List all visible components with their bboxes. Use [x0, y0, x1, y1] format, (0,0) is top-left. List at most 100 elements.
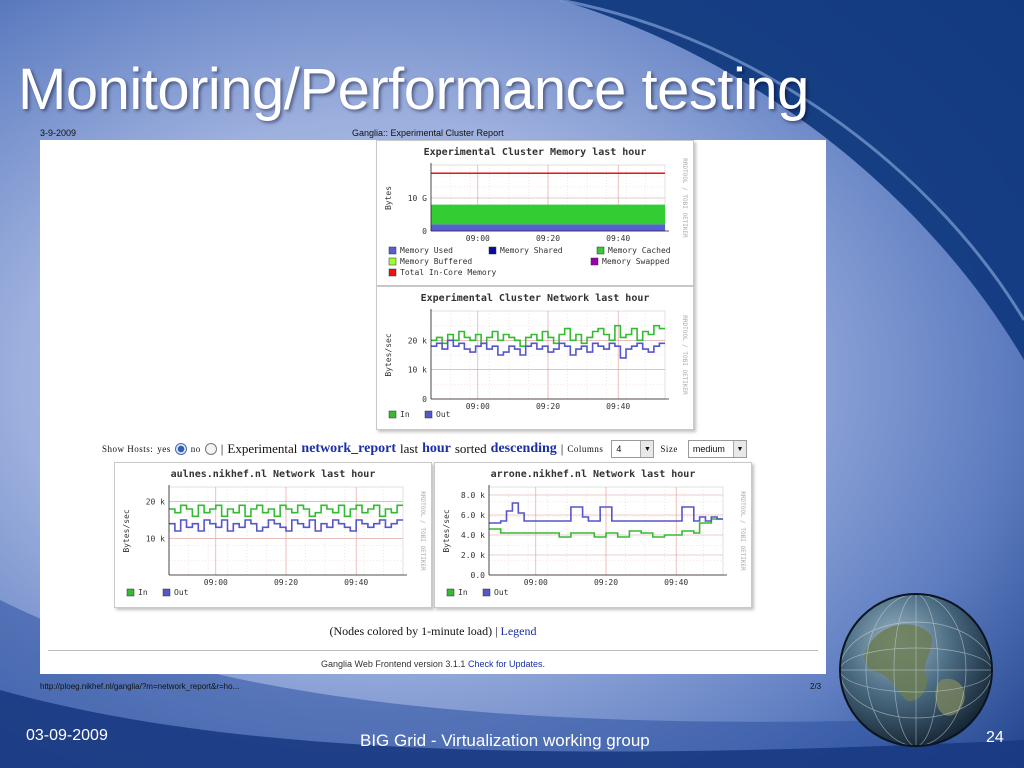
print-page-number: 2/3: [810, 682, 822, 691]
series-line-in: [431, 324, 665, 347]
y-tick-label: 20 k: [408, 336, 427, 345]
legend-link[interactable]: Legend: [500, 624, 537, 638]
y-tick-label: 10 G: [408, 194, 427, 203]
cluster-memory-graph[interactable]: Experimental Cluster Memory last hour Byt…: [376, 140, 694, 286]
graph-title: aulnes.nikhef.nl Network last hour: [171, 468, 376, 480]
legend-swatch: [388, 246, 397, 255]
x-tick-label: 09:00: [466, 402, 490, 411]
nodes-note: (Nodes colored by 1-minute load) | Legen…: [40, 624, 826, 639]
print-url: http://ploeg.nikhef.nl/ganglia/?m=networ…: [40, 682, 240, 691]
y-tick-label: 10 k: [408, 366, 427, 375]
y-tick-label: 6.0 k: [461, 511, 485, 520]
legend-swatch: [388, 410, 397, 419]
x-tick-label: 09:00: [524, 578, 548, 587]
legend-label: In: [458, 588, 468, 597]
globe-icon: [839, 593, 993, 747]
rrdtool-watermark: RRDTOOL / TOBI OETIKER: [681, 315, 688, 395]
legend-swatch: [126, 588, 135, 597]
print-page-title: Ganglia:: Experimental Cluster Report: [352, 128, 504, 138]
graph-svg: aulnes.nikhef.nl Network last hour Bytes/…: [122, 468, 426, 597]
y-axis-label: Bytes/sec: [384, 333, 393, 377]
legend-label: Out: [436, 410, 451, 419]
size-value: medium: [692, 444, 725, 454]
legend-label: Out: [174, 588, 189, 597]
show-hosts-label: Show Hosts:: [102, 444, 154, 454]
x-tick-label: 09:20: [274, 578, 298, 587]
x-tick-label: 09:40: [344, 578, 368, 587]
legend-label: Total In-Core Memory: [400, 268, 497, 277]
columns-label: Columns: [567, 444, 604, 454]
show-hosts-no-label: no: [190, 444, 201, 454]
y-tick-label: 8.0 k: [461, 491, 485, 500]
series-line-in: [169, 504, 403, 518]
last-label: last: [400, 441, 419, 456]
legend-label: Memory Used: [400, 246, 453, 255]
show-hosts-yes-radio[interactable]: [174, 443, 187, 455]
legend-swatch: [488, 246, 497, 255]
legend-label: In: [400, 410, 410, 419]
show-hosts-no-radio[interactable]: [204, 443, 217, 455]
legend-swatch: [424, 410, 433, 419]
ganglia-page: Experimental Cluster Memory last hour Byt…: [40, 140, 826, 674]
x-tick-label: 09:40: [606, 234, 630, 243]
slide-number: 24: [986, 729, 1004, 746]
series-line-out: [489, 502, 723, 524]
slide-title: Monitoring/Performance testing: [18, 57, 809, 122]
rrdtool-watermark: RRDTOOL / TOBI OETIKER: [419, 491, 426, 571]
chevron-down-icon: ▼: [732, 441, 746, 457]
rrdtool-watermark: RRDTOOL / TOBI OETIKER: [681, 158, 688, 238]
size-select[interactable]: medium ▼: [687, 440, 747, 458]
columns-value: 4: [616, 444, 622, 454]
graph-title: arrone.nikhef.nl Network last hour: [491, 468, 696, 480]
legend-swatch: [446, 588, 455, 597]
y-axis-label: Bytes: [384, 186, 393, 210]
legend-swatch: [596, 246, 605, 255]
legend-label: Memory Shared: [500, 246, 563, 255]
sorted-label: sorted: [454, 441, 487, 456]
metric-select-link[interactable]: network_report: [301, 441, 397, 456]
columns-select[interactable]: 4 ▼: [611, 440, 655, 458]
range-select-link[interactable]: hour: [422, 441, 451, 456]
y-tick-label: 0.0: [471, 571, 486, 580]
size-label: Size: [660, 444, 678, 454]
x-tick-label: 09:20: [536, 234, 560, 243]
report-controls: Show Hosts: yes no | Experimental networ…: [102, 440, 782, 458]
legend-swatch: [388, 257, 397, 266]
check-updates-link[interactable]: Check for Updates.: [467, 659, 545, 669]
legend-swatch: [388, 268, 397, 277]
legend-label: Memory Swapped: [602, 257, 670, 266]
chevron-down-icon: ▼: [640, 441, 654, 457]
nodes-note-text: (Nodes colored by 1-minute load) |: [329, 624, 498, 638]
cluster-name: Experimental: [227, 441, 298, 456]
x-tick-label: 09:40: [664, 578, 688, 587]
graph-title: Experimental Cluster Memory last hour: [424, 146, 647, 158]
print-date: 3-9-2009: [40, 128, 77, 138]
series-line-out: [169, 519, 403, 532]
x-tick-label: 09:40: [606, 402, 630, 411]
memory-cached-area: [431, 204, 665, 225]
legend-swatch: [590, 257, 599, 266]
series-line-in: [489, 518, 723, 538]
x-tick-label: 09:20: [536, 402, 560, 411]
sort-select-link[interactable]: descending: [490, 441, 557, 456]
footer-version: Ganglia Web Frontend version 3.1.1: [321, 659, 466, 669]
legend-label: In: [138, 588, 148, 597]
ganglia-footer: Ganglia Web Frontend version 3.1.1 Check…: [40, 659, 826, 669]
y-axis-label: Bytes/sec: [122, 509, 131, 553]
legend-label: Memory Buffered: [400, 257, 472, 266]
series-line-out: [431, 339, 665, 359]
separator: |: [220, 441, 224, 456]
x-tick-label: 09:00: [466, 234, 490, 243]
host-aulnes-network-graph[interactable]: aulnes.nikhef.nl Network last hour Bytes/…: [114, 462, 432, 608]
x-tick-label: 09:00: [204, 578, 228, 587]
cluster-network-graph[interactable]: Experimental Cluster Network last hour By…: [376, 286, 694, 430]
y-tick-label: 2.0 k: [461, 551, 485, 560]
y-tick-label: 4.0 k: [461, 531, 485, 540]
show-hosts-yes-label: yes: [157, 444, 171, 454]
graph-svg: arrone.nikhef.nl Network last hour Bytes/…: [442, 468, 746, 597]
graph-svg: Experimental Cluster Network last hour By…: [384, 292, 688, 419]
legend-swatch: [162, 588, 171, 597]
separator-2: |: [560, 441, 564, 456]
host-arrone-network-graph[interactable]: arrone.nikhef.nl Network last hour Bytes/…: [434, 462, 752, 608]
slide-date: 03-09-2009: [26, 727, 108, 744]
